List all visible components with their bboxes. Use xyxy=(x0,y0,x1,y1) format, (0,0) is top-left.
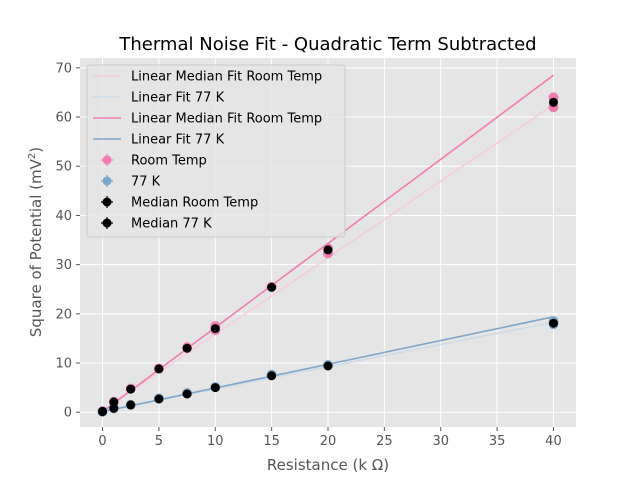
x-tick-label: 40 xyxy=(545,434,562,449)
legend-label: Median 77 K xyxy=(131,217,212,232)
legend-marker-swatch xyxy=(102,176,112,186)
data-point xyxy=(182,343,192,353)
legend-label: Linear Fit 77 K xyxy=(131,133,225,148)
data-point xyxy=(323,245,333,255)
data-point xyxy=(109,403,119,413)
legend-box xyxy=(86,64,346,238)
data-point xyxy=(109,397,119,407)
y-tick-label: 20 xyxy=(55,307,72,322)
x-tick-label: 35 xyxy=(489,434,506,449)
data-point xyxy=(126,400,136,410)
chart-title: Thermal Noise Fit - Quadratic Term Subtr… xyxy=(118,34,536,55)
legend-label: Median Room Temp xyxy=(131,196,258,211)
data-points xyxy=(97,92,559,417)
y-axis-label-close: ) xyxy=(27,147,45,153)
legend-label: Room Temp xyxy=(131,154,207,169)
x-axis-ticks: 0 5 10 15 20 25 30 35 40 xyxy=(98,427,562,449)
x-tick-label: 0 xyxy=(98,434,106,449)
data-point xyxy=(267,282,277,292)
data-point xyxy=(182,389,192,399)
data-point xyxy=(210,383,220,393)
y-tick-label: 50 xyxy=(55,160,72,175)
data-point xyxy=(210,324,220,334)
y-axis-label-superscript: 2 xyxy=(27,153,38,159)
data-point xyxy=(126,384,136,394)
data-point xyxy=(549,97,558,107)
x-tick-label: 25 xyxy=(376,434,393,449)
y-tick-label: 60 xyxy=(55,111,72,126)
data-point xyxy=(267,371,277,381)
y-tick-label: 70 xyxy=(55,61,72,76)
data-point xyxy=(323,361,333,371)
y-axis-label-main: Square of Potential (mV xyxy=(27,158,45,337)
data-point xyxy=(154,394,164,404)
x-tick-label: 20 xyxy=(320,434,337,449)
legend-label: Linear Median Fit Room Temp xyxy=(131,112,322,127)
x-axis-label: Resistance (k Ω) xyxy=(267,456,389,474)
y-tick-label: 30 xyxy=(55,258,72,273)
legend-marker-swatch xyxy=(102,218,112,228)
x-tick-label: 30 xyxy=(432,434,449,449)
legend: Linear Median Fit Room Temp Linear Fit 77… xyxy=(86,64,346,238)
legend-marker-swatch xyxy=(102,155,112,165)
y-tick-label: 40 xyxy=(55,209,72,224)
y-tick-label: 10 xyxy=(55,357,72,372)
y-axis-label: Square of Potential (mV2) xyxy=(27,147,45,337)
data-point xyxy=(98,407,107,417)
legend-label: Linear Median Fit Room Temp xyxy=(131,70,322,85)
y-tick-label: 0 xyxy=(64,406,72,421)
x-tick-label: 5 xyxy=(155,434,163,449)
legend-label: 77 K xyxy=(131,175,161,190)
y-axis-ticks: 0 10 20 30 40 50 60 70 xyxy=(55,61,80,421)
legend-label: Linear Fit 77 K xyxy=(131,91,225,106)
data-point xyxy=(154,364,164,374)
x-tick-label: 15 xyxy=(263,434,280,449)
data-point xyxy=(549,318,558,328)
x-tick-label: 10 xyxy=(207,434,224,449)
legend-marker-swatch xyxy=(102,197,112,207)
